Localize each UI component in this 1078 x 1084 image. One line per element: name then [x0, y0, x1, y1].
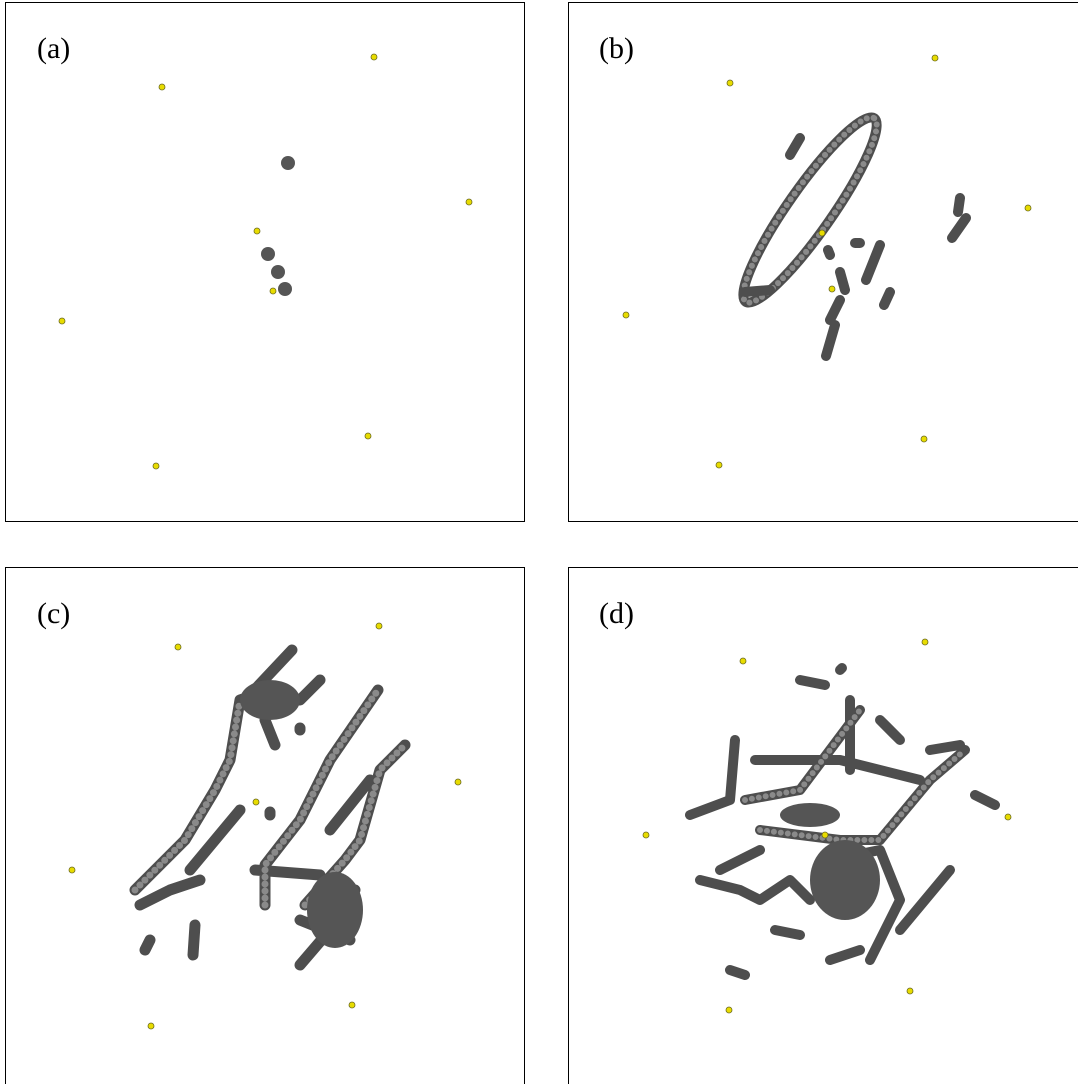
- cluster-group: [129, 644, 411, 971]
- panel-label: (c): [37, 597, 70, 630]
- cluster-group: [261, 156, 295, 296]
- panel-frame: [568, 2, 1078, 522]
- atom-group: [58, 53, 1032, 1030]
- panel-label: (b): [599, 32, 634, 65]
- cluster-group: [738, 112, 971, 361]
- cluster-group: [685, 663, 1000, 980]
- panel-label: (a): [37, 32, 70, 65]
- panel-frame: [5, 2, 525, 522]
- panel-frame: [5, 567, 525, 1084]
- panel-label: (d): [599, 597, 634, 630]
